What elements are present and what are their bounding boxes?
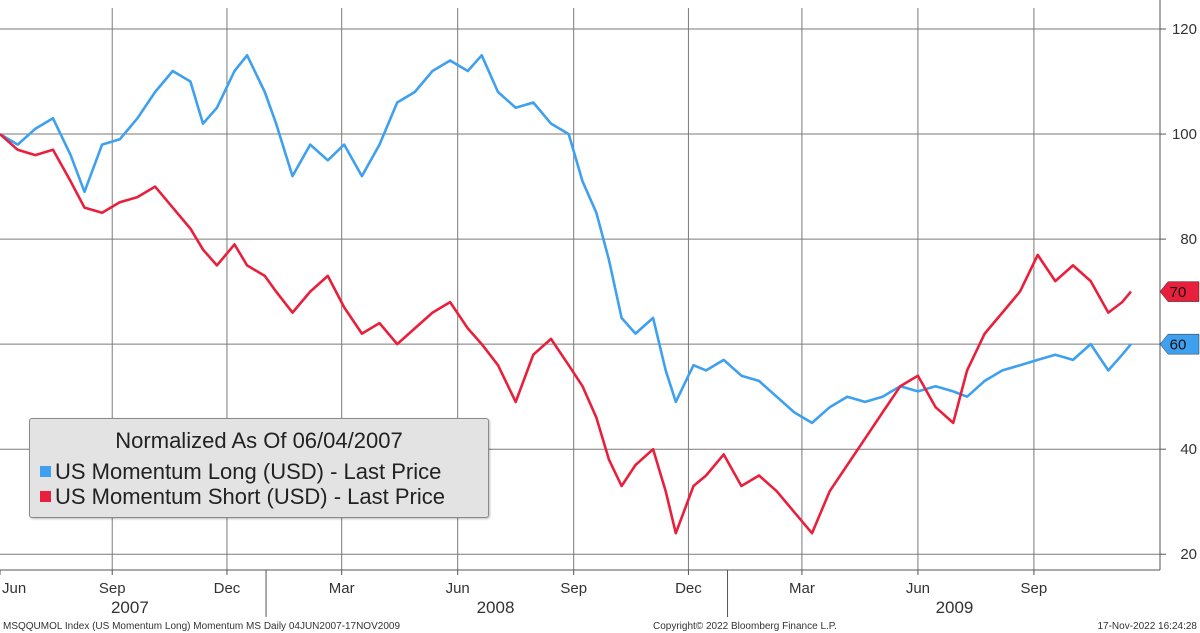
x-tick-label: Jun (2, 580, 26, 597)
last-value-badge-long (1159, 333, 1200, 355)
last-value-label-long: 60 (1170, 337, 1187, 354)
x-tick-label: Sep (1021, 580, 1048, 597)
y-tick-label: 120 (1172, 21, 1197, 38)
legend: Normalized As Of 06/04/2007 US Momentum … (29, 418, 489, 518)
last-value-label-short: 70 (1170, 284, 1187, 301)
legend-title: Normalized As Of 06/04/2007 (115, 428, 403, 453)
legend-swatch-short (40, 491, 51, 502)
x-tick-label: Dec (675, 580, 702, 597)
grid-layer (0, 8, 1160, 570)
y-tick-label: 20 (1180, 546, 1197, 563)
footer-timestamp: 17-Nov-2022 16:24:28 (1097, 621, 1197, 632)
footer-source: MSQQUMOL Index (US Momentum Long) Moment… (3, 621, 400, 632)
y-tick-label: 80 (1180, 231, 1197, 248)
legend-item-short: US Momentum Short (USD) - Last Price (40, 484, 445, 510)
x-tick-label: Dec (214, 580, 241, 597)
x-tick-label: Mar (789, 580, 815, 597)
x-tick-label: Sep (99, 580, 126, 597)
series-layer (0, 54, 1133, 535)
last-value-badge-short (1159, 281, 1200, 302)
footer: MSQQUMOL Index (US Momentum Long) Moment… (3, 621, 1197, 632)
last-value-badges: 60 70 (1159, 281, 1200, 355)
legend-item-long: US Momentum Long (USD) - Last Price (40, 459, 441, 485)
x-tick-label: Mar (329, 580, 355, 597)
x-tick-label: Jun (906, 580, 930, 597)
x-tick-label: Sep (560, 580, 587, 597)
x-year-label: 2009 (936, 598, 974, 617)
x-year-label: 2008 (477, 598, 515, 617)
y-tick-label: 40 (1180, 441, 1197, 458)
x-year-label: 2007 (111, 598, 149, 617)
legend-label-short: US Momentum Short (USD) - Last Price (55, 484, 445, 509)
series-line-long (0, 54, 1133, 425)
y-tick-label: 100 (1172, 126, 1197, 143)
footer-copyright: Copyright© 2022 Bloomberg Finance L.P. (653, 621, 837, 632)
legend-label-long: US Momentum Long (USD) - Last Price (55, 459, 442, 484)
series-line-short (0, 133, 1132, 535)
axis-layer: 20 40 60 80 100 120 Jun Sep Dec Mar Jun Sep Dec Mar Ju… (0, 0, 1197, 617)
legend-swatch-long (40, 466, 51, 477)
x-tick-label: Jun (446, 580, 470, 597)
